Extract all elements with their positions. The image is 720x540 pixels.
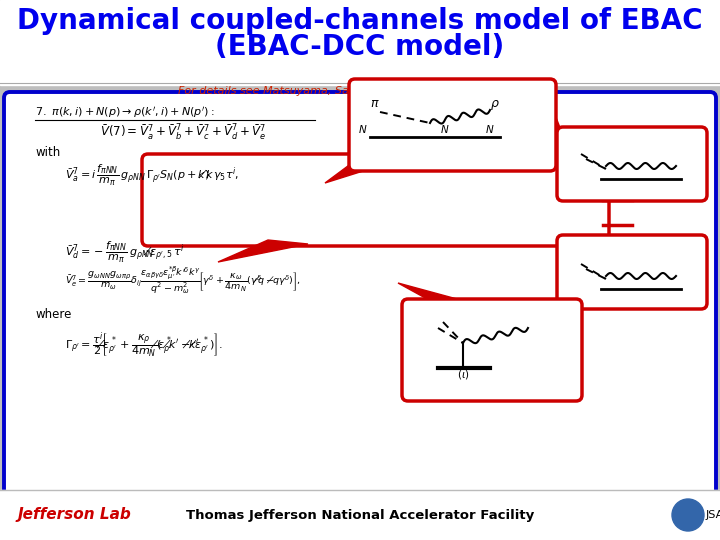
FancyBboxPatch shape: [4, 92, 716, 496]
Text: For details see Matsuyama, Sato, Lee, Phys. Rep. 439,193 (2007): For details see Matsuyama, Sato, Lee, Ph…: [178, 86, 542, 96]
Polygon shape: [218, 240, 308, 262]
Text: with: with: [35, 146, 60, 159]
Text: $\bar{V}_e^7 = \dfrac{g_{\omega NN}g_{\omega\pi\rho}}{m_\omega}\delta_{ij}\dfrac: $\bar{V}_e^7 = \dfrac{g_{\omega NN}g_{\o…: [65, 264, 301, 296]
FancyBboxPatch shape: [142, 154, 609, 246]
Text: $N$: $N$: [359, 123, 368, 135]
Text: Dynamical coupled-channels model of EBAC: Dynamical coupled-channels model of EBAC: [17, 7, 703, 35]
Text: $\bar{V}(7)=\bar{V}_a^7+\bar{V}_b^7+\bar{V}_c^7+\bar{V}_d^7+\bar{V}_e^7$: $\bar{V}(7)=\bar{V}_a^7+\bar{V}_b^7+\bar…: [100, 123, 266, 143]
Text: where: where: [35, 308, 71, 321]
FancyBboxPatch shape: [349, 79, 556, 171]
Text: $N$: $N$: [485, 123, 495, 135]
Text: JSA: JSA: [706, 510, 720, 520]
Text: $(\hat{\iota})$: $(\hat{\iota})$: [456, 366, 469, 381]
Text: $N$: $N$: [440, 123, 450, 135]
Bar: [0, 490, 720, 540]
Text: $\rho$: $\rho$: [490, 98, 500, 112]
Text: (EBAC-DCC model): (EBAC-DCC model): [215, 33, 505, 61]
Text: $\pi$: $\pi$: [370, 97, 380, 110]
Polygon shape: [398, 283, 468, 305]
FancyBboxPatch shape: [557, 235, 707, 309]
FancyBboxPatch shape: [402, 299, 582, 401]
Text: $7.\ \pi(k,i)+N(p)\rightarrow\rho(k^\prime,i)+N(p^\prime):$: $7.\ \pi(k,i)+N(p)\rightarrow\rho(k^\pri…: [35, 105, 215, 120]
Text: $\bar{V}_a^7 = i\,\dfrac{f_{\pi NN}}{m_\pi}\,g_{\rho NN}\,\Gamma_{\rho^\prime}S_: $\bar{V}_a^7 = i\,\dfrac{f_{\pi NN}}{m_\…: [65, 163, 239, 187]
Text: Jefferson Lab: Jefferson Lab: [18, 508, 132, 523]
Text: Thomas Jefferson National Accelerator Facility: Thomas Jefferson National Accelerator Fa…: [186, 509, 534, 522]
Circle shape: [672, 499, 704, 531]
FancyBboxPatch shape: [557, 127, 707, 201]
Text: $\Gamma_{\rho^\prime}=\dfrac{\tau^i}{2}\!\left[\!\not\!\epsilon_{\rho^\prime}^{\: $\Gamma_{\rho^\prime}=\dfrac{\tau^i}{2}\…: [65, 330, 222, 360]
Bar: [0, 0, 720, 85]
Polygon shape: [325, 157, 395, 183]
Text: $\bar{V}_d^7 = -\dfrac{f_{\pi NN}}{m_\pi}\,g_{\rho NN}\!\not\!\epsilon_{\rho^\pr: $\bar{V}_d^7 = -\dfrac{f_{\pi NN}}{m_\pi…: [65, 239, 185, 265]
